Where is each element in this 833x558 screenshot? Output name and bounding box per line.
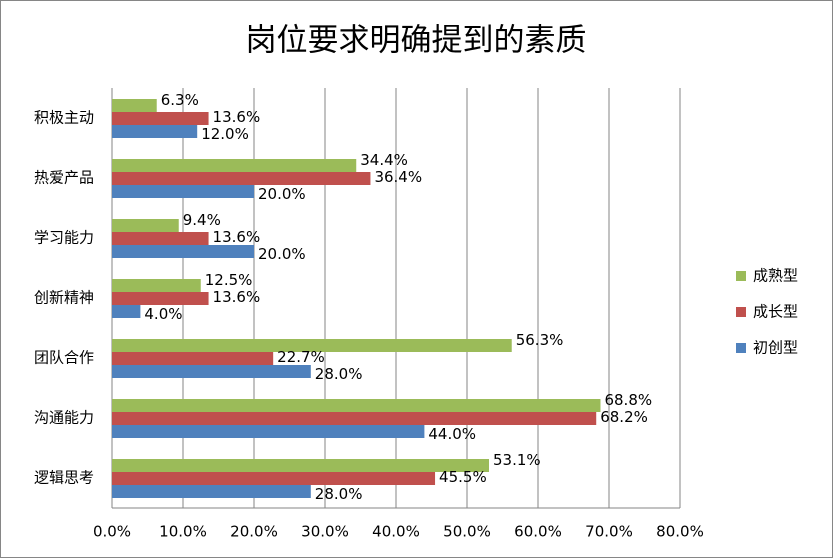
x-tick-label: 20.0% <box>230 523 278 541</box>
data-label: 34.4% <box>360 151 408 169</box>
legend-swatch <box>736 271 746 281</box>
chart-title: 岗位要求明确提到的素质 <box>246 23 587 59</box>
x-tick-label: 80.0% <box>656 523 704 541</box>
data-label: 13.6% <box>213 108 261 126</box>
bar <box>112 279 201 292</box>
legend-label: 成熟型 <box>753 267 798 285</box>
bar <box>112 159 357 172</box>
legend-swatch <box>736 307 746 317</box>
y-tick-label: 学习能力 <box>34 229 94 247</box>
data-label: 13.6% <box>213 288 261 306</box>
y-tick-label: 团队合作 <box>34 349 94 367</box>
data-label: 12.0% <box>201 125 249 143</box>
data-label: 56.3% <box>516 331 564 349</box>
x-tick-label: 70.0% <box>585 523 633 541</box>
bar <box>112 472 436 485</box>
bar <box>112 412 597 425</box>
x-tick-label: 50.0% <box>443 523 491 541</box>
legend-swatch <box>736 343 746 353</box>
data-label: 68.2% <box>600 408 648 426</box>
data-label: 44.0% <box>428 425 476 443</box>
bar <box>112 305 141 318</box>
data-label: 13.6% <box>213 228 261 246</box>
bar <box>112 339 512 352</box>
data-label: 28.0% <box>315 365 363 383</box>
data-label: 53.1% <box>493 451 541 469</box>
x-tick-label: 30.0% <box>301 523 349 541</box>
data-label: 45.5% <box>439 468 487 486</box>
bar <box>112 245 254 258</box>
bar <box>112 125 198 138</box>
data-label: 68.8% <box>604 391 652 409</box>
legend-label: 初创型 <box>753 339 798 357</box>
bar <box>112 112 209 125</box>
data-label: 20.0% <box>258 185 306 203</box>
x-tick-label: 10.0% <box>159 523 207 541</box>
bar <box>112 292 209 305</box>
bar <box>112 172 371 185</box>
bar <box>112 459 490 472</box>
data-label: 22.7% <box>277 348 325 366</box>
bar <box>112 352 274 365</box>
y-tick-label: 热爱产品 <box>34 169 94 187</box>
data-label: 28.0% <box>315 485 363 503</box>
legend-label: 成长型 <box>753 303 798 321</box>
x-tick-label: 0.0% <box>93 523 131 541</box>
data-label: 9.4% <box>183 211 221 229</box>
x-tick-label: 60.0% <box>514 523 562 541</box>
bar <box>112 185 254 198</box>
bar <box>112 485 311 498</box>
data-label: 6.3% <box>161 91 199 109</box>
bar <box>112 425 425 438</box>
y-tick-label: 逻辑思考 <box>34 469 94 487</box>
data-label: 36.4% <box>374 168 422 186</box>
bar <box>112 219 179 232</box>
data-label: 20.0% <box>258 245 306 263</box>
data-label: 4.0% <box>144 305 182 323</box>
y-tick-label: 沟通能力 <box>34 409 94 427</box>
x-tick-label: 40.0% <box>372 523 420 541</box>
y-tick-label: 积极主动 <box>34 109 94 127</box>
y-tick-label: 创新精神 <box>34 289 94 307</box>
data-label: 12.5% <box>205 271 253 289</box>
bar <box>112 232 209 245</box>
bar <box>112 399 601 412</box>
bar <box>112 365 311 378</box>
bar <box>112 99 157 112</box>
